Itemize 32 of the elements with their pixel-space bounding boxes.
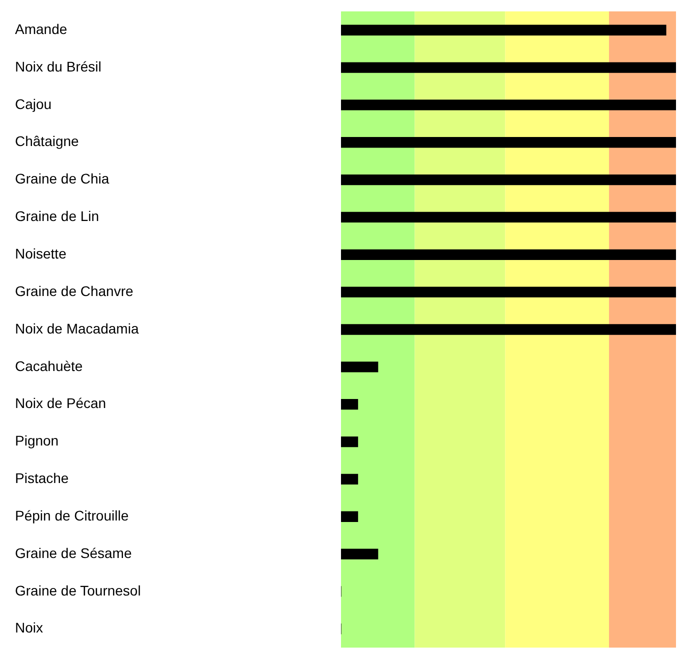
bar	[341, 399, 358, 410]
y-tick-label: Noix du Brésil	[15, 58, 102, 74]
y-tick-label: Graine de Tournesol	[15, 582, 141, 598]
y-tick-label: Amande	[15, 20, 68, 37]
y-tick-label: Cacahuète	[15, 358, 83, 374]
y-tick-label: Noix	[15, 620, 44, 636]
bar	[341, 24, 666, 36]
y-tick-label: Noix de Pécan	[15, 395, 106, 412]
y-tick-label: Noix de Macadamia	[15, 320, 139, 336]
bar	[341, 100, 676, 110]
bar	[341, 362, 378, 372]
y-tick-label: Graine de Chanvre	[15, 282, 134, 299]
y-tick-label: Pignon	[15, 432, 59, 449]
y-tick-label: Graine de Lin	[15, 208, 100, 224]
bar	[341, 249, 676, 260]
y-tick-label: Graine de Sésame	[15, 544, 132, 561]
y-tick-label: Pépin de Citrouille	[15, 507, 129, 524]
y-tick-label: Pistache	[15, 470, 69, 486]
bar	[341, 511, 358, 522]
bar	[341, 474, 358, 485]
y-tick-label: Châtaigne	[15, 133, 80, 150]
bar	[341, 137, 676, 148]
bar	[341, 174, 676, 186]
bar	[341, 62, 676, 73]
bar	[341, 324, 676, 335]
bar	[341, 548, 378, 560]
y-tick-label: Noisette	[15, 246, 67, 262]
bar	[341, 436, 358, 448]
bar	[341, 212, 676, 223]
bar	[341, 286, 676, 298]
y-tick-label: Graine de Chia	[15, 170, 110, 187]
y-tick-label: Cajou	[15, 96, 52, 112]
